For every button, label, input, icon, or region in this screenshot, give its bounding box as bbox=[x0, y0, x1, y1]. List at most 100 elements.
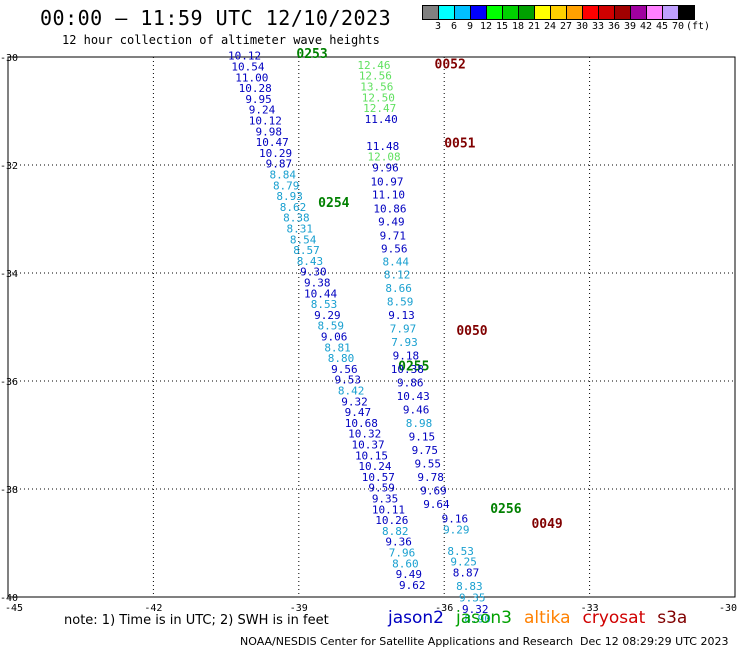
colorbar-unit: (ft) bbox=[686, 21, 711, 32]
wave-height-label: 13.56 bbox=[360, 80, 393, 93]
wave-height-label: 9.56 bbox=[381, 242, 408, 255]
wave-height-label: 9.98 bbox=[256, 125, 283, 138]
wave-height-label: 10.37 bbox=[352, 439, 385, 452]
legend-item-s3a: s3a bbox=[657, 608, 688, 628]
wave-height-label: 9.59 bbox=[368, 482, 395, 495]
y-tick-label: -34 bbox=[0, 269, 18, 280]
wave-height-label: 11.48 bbox=[366, 140, 399, 153]
wave-height-label: 12.08 bbox=[368, 151, 401, 164]
wave-height-label: 7.96 bbox=[389, 547, 416, 560]
wave-height-label: 9.29 bbox=[443, 523, 470, 536]
wave-height-label: 8.66 bbox=[385, 282, 412, 295]
wave-height-label: 8.12 bbox=[384, 268, 411, 281]
wave-height-label: 10.68 bbox=[345, 417, 378, 430]
x-tick-label: -42 bbox=[144, 603, 162, 614]
colorbar-label: 6 bbox=[450, 21, 458, 32]
wave-height-label: 8.62 bbox=[280, 201, 307, 214]
wave-height-label: 9.71 bbox=[380, 230, 407, 243]
colorbar-label: 70 bbox=[671, 21, 685, 32]
wave-height-label: 7.93 bbox=[391, 336, 418, 349]
wave-height-label: 8.79 bbox=[273, 179, 300, 192]
wave-height-label: 9.86 bbox=[397, 376, 424, 389]
x-tick-label: -33 bbox=[581, 603, 599, 614]
wave-height-label: 11.10 bbox=[372, 188, 405, 201]
legend-item-jason3: jason3 bbox=[456, 608, 512, 628]
wave-height-label: 8.53 bbox=[447, 545, 474, 558]
wave-height-label: 10.12 bbox=[249, 115, 282, 128]
wave-height-label: 8.57 bbox=[293, 244, 320, 257]
grid-layer bbox=[7, 56, 736, 598]
label-layer: 10.1210.5411.0010.289.959.2410.129.9810.… bbox=[228, 47, 563, 625]
colorbar-labels: 3 6 9 12 15 18 21 24 27 30 33 36 39 42 45 70 (ft) bbox=[422, 21, 711, 32]
wave-height-label: 9.24 bbox=[249, 104, 276, 117]
wave-height-label: 8.59 bbox=[387, 295, 414, 308]
wave-height-label: 10.29 bbox=[259, 147, 292, 160]
wave-height-label: 9.06 bbox=[321, 331, 348, 344]
wave-height-label: 8.80 bbox=[328, 352, 355, 365]
wave-height-label: 9.62 bbox=[399, 579, 426, 592]
wave-height-label: 8.42 bbox=[338, 385, 365, 398]
legend-item-jason2: jason2 bbox=[388, 608, 444, 628]
wave-height-label: 7.97 bbox=[390, 322, 417, 335]
wave-height-label: 10.47 bbox=[256, 136, 289, 149]
map-subtitle: 12 hour collection of altimeter wave hei… bbox=[62, 33, 380, 47]
y-tick-label: -32 bbox=[0, 161, 18, 172]
wave-height-label: 9.55 bbox=[414, 457, 441, 470]
colorbar-swatch bbox=[678, 5, 695, 20]
wave-height-label: 9.69 bbox=[420, 484, 447, 497]
wave-height-label: 9.78 bbox=[417, 471, 444, 484]
wave-height-label: 8.60 bbox=[392, 557, 419, 570]
wave-height-label: 8.84 bbox=[270, 169, 297, 182]
plot-frame bbox=[7, 56, 736, 598]
wave-height-label: 9.25 bbox=[450, 556, 477, 569]
wave-height-label: 9.16 bbox=[442, 512, 469, 525]
wave-height-label: 9.38 bbox=[304, 277, 331, 290]
wave-height-label: 9.29 bbox=[314, 309, 341, 322]
colorbar-label: 42 bbox=[639, 21, 653, 32]
wave-height-label: 9.49 bbox=[378, 215, 405, 228]
wave-height-label: 9.30 bbox=[300, 266, 327, 279]
colorbar-label: 27 bbox=[559, 21, 573, 32]
wave-height-label: 10.11 bbox=[372, 503, 405, 516]
colorbar-label: 18 bbox=[511, 21, 525, 32]
wave-height-label: 9.53 bbox=[335, 374, 362, 387]
wave-height-label: 10.32 bbox=[348, 428, 381, 441]
wave-height-label: 12.56 bbox=[359, 70, 392, 83]
colorbar-label: 21 bbox=[527, 21, 541, 32]
wave-height-label: 8.53 bbox=[311, 298, 338, 311]
wave-height-label: 9.64 bbox=[423, 498, 450, 511]
pass-time-label: 0255 bbox=[398, 360, 429, 375]
colorbar-label: 24 bbox=[543, 21, 557, 32]
wave-height-label: 8.90 bbox=[464, 612, 491, 625]
wave-height-label: 9.49 bbox=[396, 568, 423, 581]
wave-height-label: 8.38 bbox=[283, 212, 310, 225]
wave-height-label: 9.13 bbox=[388, 309, 415, 322]
wave-height-label: 9.32 bbox=[462, 603, 489, 616]
wave-height-label: 8.44 bbox=[382, 255, 409, 268]
x-tick-label: -39 bbox=[290, 603, 308, 614]
colorbar-label: 9 bbox=[466, 21, 474, 32]
pass-time-label: 0051 bbox=[444, 137, 475, 152]
y-tick-label: -30 bbox=[0, 53, 18, 64]
wave-height-label: 10.43 bbox=[397, 390, 430, 403]
wave-height-label: 11.00 bbox=[235, 71, 268, 84]
wave-height-label: 10.28 bbox=[239, 82, 272, 95]
tick-layer: -45 -42 -39 -36 -33 -30 -30 -32 -34 -36 -38 -40 bbox=[0, 53, 737, 614]
colorbar bbox=[422, 5, 695, 20]
wave-height-label: 8.81 bbox=[324, 341, 351, 354]
pass-time-label: 0253 bbox=[296, 47, 327, 62]
wave-height-label: 9.18 bbox=[393, 349, 420, 362]
wave-height-label: 9.36 bbox=[385, 536, 412, 549]
wave-height-label: 10.57 bbox=[362, 471, 395, 484]
wave-height-label: 9.47 bbox=[345, 406, 372, 419]
wave-height-label: 8.93 bbox=[276, 190, 303, 203]
wave-height-label: 8.59 bbox=[318, 320, 345, 333]
legend-item-cryosat: cryosat bbox=[582, 608, 646, 628]
pass-time-label: 0052 bbox=[435, 57, 466, 72]
colorbar-label: 33 bbox=[591, 21, 605, 32]
wave-height-label: 10.54 bbox=[231, 61, 264, 74]
wave-height-label: 8.43 bbox=[297, 255, 324, 268]
colorbar-label: 12 bbox=[479, 21, 493, 32]
colorbar-label: 36 bbox=[607, 21, 621, 32]
legend-item-altika: altika bbox=[524, 608, 571, 628]
